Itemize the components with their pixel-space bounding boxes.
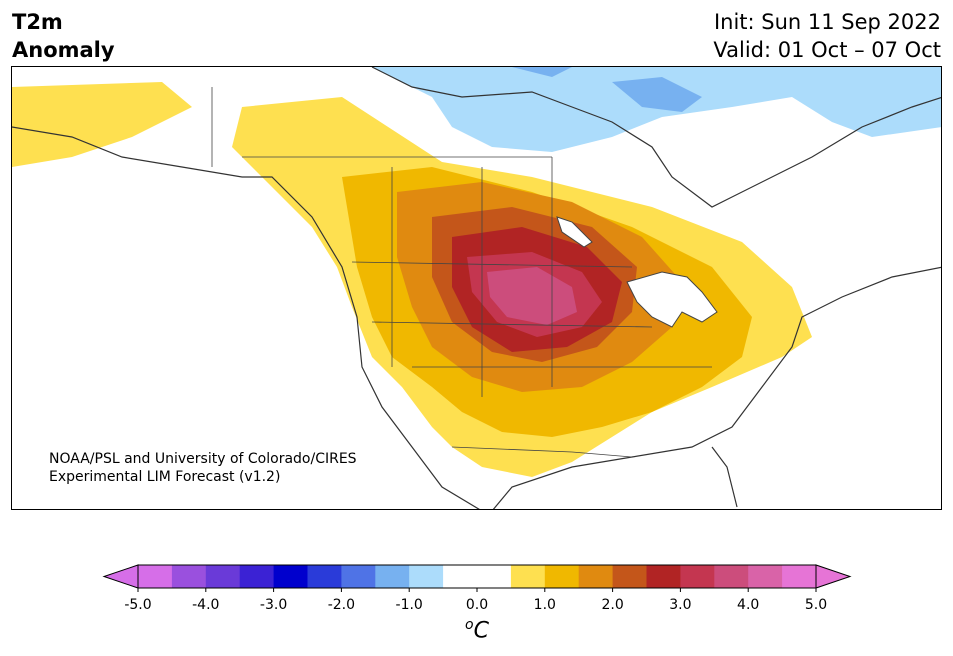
- credit-line-1: NOAA/PSL and University of Colorado/CIRE…: [49, 451, 357, 467]
- credit-line-2: Experimental LIM Forecast (v1.2): [49, 469, 281, 485]
- colorbar-segment: [443, 565, 478, 588]
- anomaly-map: [11, 66, 942, 510]
- colorbar-segment: [341, 565, 376, 588]
- colorbar-segment: [680, 565, 715, 588]
- colorbar-tick-label: -3.0: [259, 597, 288, 613]
- colorbar-segment: [646, 565, 681, 588]
- coastlines: [12, 67, 941, 509]
- colorbar-tick-label: -4.0: [192, 597, 220, 613]
- map-title: T2m Anomaly: [12, 8, 115, 64]
- colorbar-tick-label: 0.0: [465, 597, 489, 613]
- colorbar-unit: oC: [465, 617, 489, 643]
- colorbar-segment: [138, 565, 173, 588]
- colorbar-segment: [714, 565, 749, 588]
- colorbar-tick-label: 2.0: [601, 597, 624, 613]
- colorbar-segment: [273, 565, 308, 588]
- colorbar-tick-label: 3.0: [669, 597, 692, 613]
- colorbar-segment: [578, 565, 614, 588]
- anomaly-map-svg: [12, 67, 941, 509]
- colorbar-tick-label: -1.0: [395, 597, 423, 613]
- colorbar-extend-low: [102, 564, 139, 589]
- cool-anomaly-region: [372, 67, 941, 152]
- unit-label: C: [473, 618, 489, 644]
- unit-degree-prefix: o: [465, 617, 474, 633]
- colorbar-segment: [171, 565, 207, 588]
- colorbar-segment: [307, 565, 342, 588]
- credit-text: NOAA/PSL and University of Colorado/CIRE…: [49, 450, 357, 486]
- warm-anomaly-peak: [487, 267, 577, 325]
- forecast-dates: Init: Sun 11 Sep 2022 Valid: 01 Oct – 07…: [713, 8, 941, 64]
- colorbar-segment: [748, 565, 783, 588]
- title-line-1: T2m: [12, 10, 63, 34]
- colorbar-segment: [409, 565, 444, 588]
- colorbar-segment: [205, 565, 241, 588]
- great-lakes: [556, 216, 718, 328]
- colorbar-tick-label: -2.0: [327, 597, 356, 613]
- colorbar-extend-high: [815, 564, 852, 589]
- colorbar-segment: [477, 565, 512, 588]
- colorbar-tick-label: 1.0: [533, 597, 556, 613]
- valid-date: Valid: 01 Oct – 07 Oct: [713, 38, 941, 62]
- cool-anomaly-core: [512, 67, 702, 112]
- colorbar-segment: [239, 565, 275, 588]
- colorbar-segment: [510, 565, 546, 588]
- colorbar-tick-label: -5.0: [124, 597, 152, 613]
- colorbar-tick-label: 5.0: [804, 597, 828, 613]
- colorbar-segment: [544, 565, 580, 588]
- political-borders: [211, 87, 712, 458]
- init-date: Init: Sun 11 Sep 2022: [713, 10, 941, 34]
- colorbar-tick-label: 4.0: [737, 597, 760, 613]
- colorbar-segment: [375, 565, 410, 588]
- colorbar-segment: [782, 565, 817, 588]
- colorbar-segment: [612, 565, 647, 588]
- title-line-2: Anomaly: [12, 38, 115, 62]
